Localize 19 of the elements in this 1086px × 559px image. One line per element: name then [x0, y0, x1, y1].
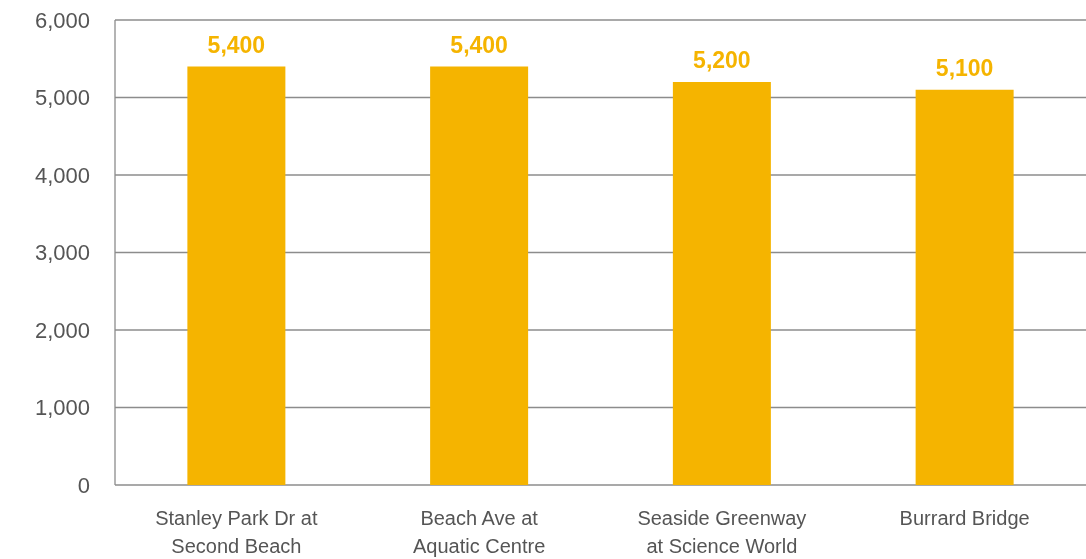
data-label: 5,400	[450, 31, 508, 58]
bar	[915, 89, 1014, 485]
y-tick-label: 1,000	[34, 395, 90, 421]
data-label: 5,400	[207, 31, 266, 58]
x-tick-label: Beach Ave at Aquatic Centre	[412, 507, 546, 557]
y-tick-label: 2,000	[34, 317, 90, 343]
data-label: 5,200	[693, 47, 751, 73]
x-tick-label: Stanley Park Dr at Second Beach	[155, 507, 318, 557]
bar	[672, 82, 771, 485]
x-tick-label: Seaside Greenway at Science World	[637, 507, 807, 557]
y-tick-label: 4,000	[34, 162, 90, 188]
y-tick-label: 3,000	[34, 240, 90, 266]
x-tick-label: Burrard Bridge	[899, 507, 1030, 529]
y-tick-label: 6,000	[34, 7, 90, 33]
bar	[187, 66, 286, 485]
bar	[430, 66, 529, 485]
y-tick-label: 5,000	[34, 85, 90, 111]
data-label: 5,100	[935, 54, 994, 81]
y-tick-label: 0	[77, 472, 90, 498]
